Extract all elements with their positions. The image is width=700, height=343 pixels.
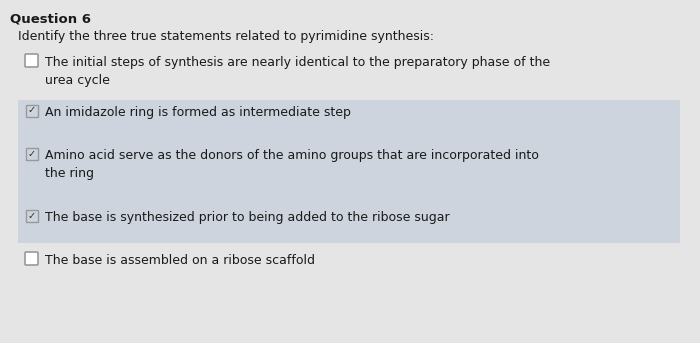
FancyBboxPatch shape [25, 105, 38, 117]
Text: ✓: ✓ [27, 211, 36, 221]
Text: ✓: ✓ [27, 106, 36, 116]
FancyBboxPatch shape [25, 252, 38, 265]
Text: Identify the three true statements related to pyrimidine synthesis:: Identify the three true statements relat… [18, 30, 434, 43]
Text: The base is synthesized prior to being added to the ribose sugar: The base is synthesized prior to being a… [45, 211, 449, 224]
FancyBboxPatch shape [25, 210, 38, 222]
Text: An imidazole ring is formed as intermediate step: An imidazole ring is formed as intermedi… [45, 106, 351, 119]
FancyBboxPatch shape [18, 100, 680, 243]
Text: Question 6: Question 6 [10, 12, 91, 25]
FancyBboxPatch shape [25, 54, 38, 67]
Text: ✓: ✓ [27, 149, 36, 158]
FancyBboxPatch shape [25, 147, 38, 159]
Text: Amino acid serve as the donors of the amino groups that are incorporated into
th: Amino acid serve as the donors of the am… [45, 149, 539, 180]
Text: The base is assembled on a ribose scaffold: The base is assembled on a ribose scaffo… [45, 254, 315, 267]
Text: The initial steps of synthesis are nearly identical to the preparatory phase of : The initial steps of synthesis are nearl… [45, 56, 550, 87]
